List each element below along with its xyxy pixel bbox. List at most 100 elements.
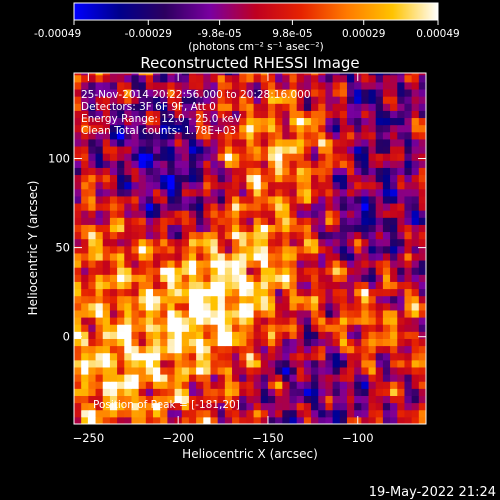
heatmap-cell (131, 138, 140, 147)
heatmap-cell (404, 409, 413, 418)
heatmap-cell (102, 74, 111, 83)
heatmap-cell (303, 238, 312, 247)
heatmap-cell (397, 224, 406, 233)
heatmap-cell (181, 110, 190, 119)
heatmap-cell (267, 381, 276, 389)
heatmap-cell (239, 167, 248, 176)
heatmap-cell (354, 381, 362, 389)
heatmap-cell (81, 338, 89, 347)
heatmap-cell (232, 146, 240, 154)
heatmap-cell (153, 395, 161, 404)
heatmap-cell (368, 224, 377, 233)
heatmap-cell (325, 224, 334, 233)
heatmap-cell (232, 174, 240, 183)
heatmap-cell (289, 74, 298, 83)
heatmap-cell (289, 73, 298, 76)
heatmap-cell (339, 395, 348, 404)
heatmap-cell (282, 224, 291, 233)
heatmap-cell (382, 195, 391, 204)
heatmap-cell (203, 131, 212, 140)
heatmap-cell (375, 324, 384, 332)
heatmap-cell (361, 131, 370, 140)
heatmap-cell (246, 302, 255, 311)
heatmap-cell (131, 338, 140, 347)
heatmap-cell (282, 395, 291, 404)
heatmap-cell (160, 124, 168, 133)
heatmap-cell (361, 374, 370, 382)
heatmap-cell (325, 167, 334, 176)
heatmap-cell (253, 252, 262, 261)
heatmap-cell (390, 331, 398, 339)
heatmap-cell (346, 73, 355, 76)
heatmap-cell (375, 274, 384, 282)
heatmap-cell (260, 124, 269, 133)
heatmap-cell (361, 103, 370, 111)
heatmap-cell (167, 267, 176, 275)
heatmap-cell (289, 160, 298, 168)
heatmap-cell (81, 217, 89, 225)
heatmap-cell (217, 195, 226, 204)
heatmap-cell (325, 138, 334, 147)
heatmap-cell (124, 402, 133, 411)
heatmap-cell (311, 124, 319, 133)
heatmap-cell (232, 402, 240, 411)
heatmap-cell (124, 359, 133, 368)
heatmap-cell (361, 138, 370, 147)
heatmap-cell (145, 245, 154, 254)
heatmap-cell (217, 388, 226, 396)
heatmap-cell (153, 217, 161, 225)
heatmap-cell (117, 402, 125, 411)
heatmap-cell (117, 89, 125, 97)
heatmap-cell (88, 402, 97, 411)
heatmap-cell (346, 324, 355, 332)
heatmap-cell (131, 416, 140, 424)
heatmap-cell (325, 124, 334, 133)
heatmap-cell (174, 138, 183, 147)
heatmap-cell (325, 409, 334, 418)
heatmap-cell (160, 416, 168, 424)
heatmap-cell (203, 124, 212, 133)
heatmap-cell (275, 73, 283, 76)
heatmap-cell (138, 416, 147, 424)
heatmap-cell (160, 252, 168, 261)
heatmap-cell (153, 281, 161, 290)
heatmap-cell (275, 409, 283, 418)
heatmap-cell (318, 331, 327, 339)
heatmap-cell (239, 388, 248, 396)
heatmap-cell (74, 395, 82, 404)
heatmap-cell (318, 153, 327, 161)
heatmap-cell (131, 73, 140, 76)
heatmap-cell (382, 117, 391, 126)
heatmap-cell (74, 217, 82, 225)
heatmap-cell (260, 288, 269, 297)
heatmap-cell (174, 188, 183, 197)
heatmap-cell (203, 217, 212, 225)
heatmap-cell (390, 252, 398, 261)
heatmap-cell (217, 281, 226, 290)
annotation-detectors: Detectors: 3F 6F 9F, Att 0 (81, 101, 216, 113)
heatmap-cell (95, 110, 104, 119)
heatmap-cell (260, 338, 269, 347)
heatmap-cell (95, 160, 104, 168)
heatmap-cell (217, 416, 226, 424)
heatmap-cell (361, 110, 370, 119)
heatmap-cell (224, 195, 233, 204)
heatmap-cell (397, 238, 406, 247)
heatmap-cell (124, 338, 133, 347)
heatmap-cell (267, 74, 276, 83)
heatmap-cell (354, 210, 362, 218)
heatmap-cell (318, 366, 327, 375)
heatmap-cell (188, 131, 197, 140)
heatmap-cell (282, 217, 291, 225)
heatmap-cell (131, 203, 140, 211)
heatmap-cell (124, 174, 133, 183)
heatmap-cell (102, 338, 111, 347)
heatmap-cell (361, 338, 370, 347)
heatmap-cell (181, 345, 190, 354)
heatmap-cell (239, 117, 248, 126)
heatmap-cell (246, 252, 255, 261)
heatmap-cell (332, 274, 341, 282)
heatmap-cell (282, 267, 291, 275)
heatmap-cell (160, 89, 168, 97)
heatmap-cell (124, 352, 133, 361)
